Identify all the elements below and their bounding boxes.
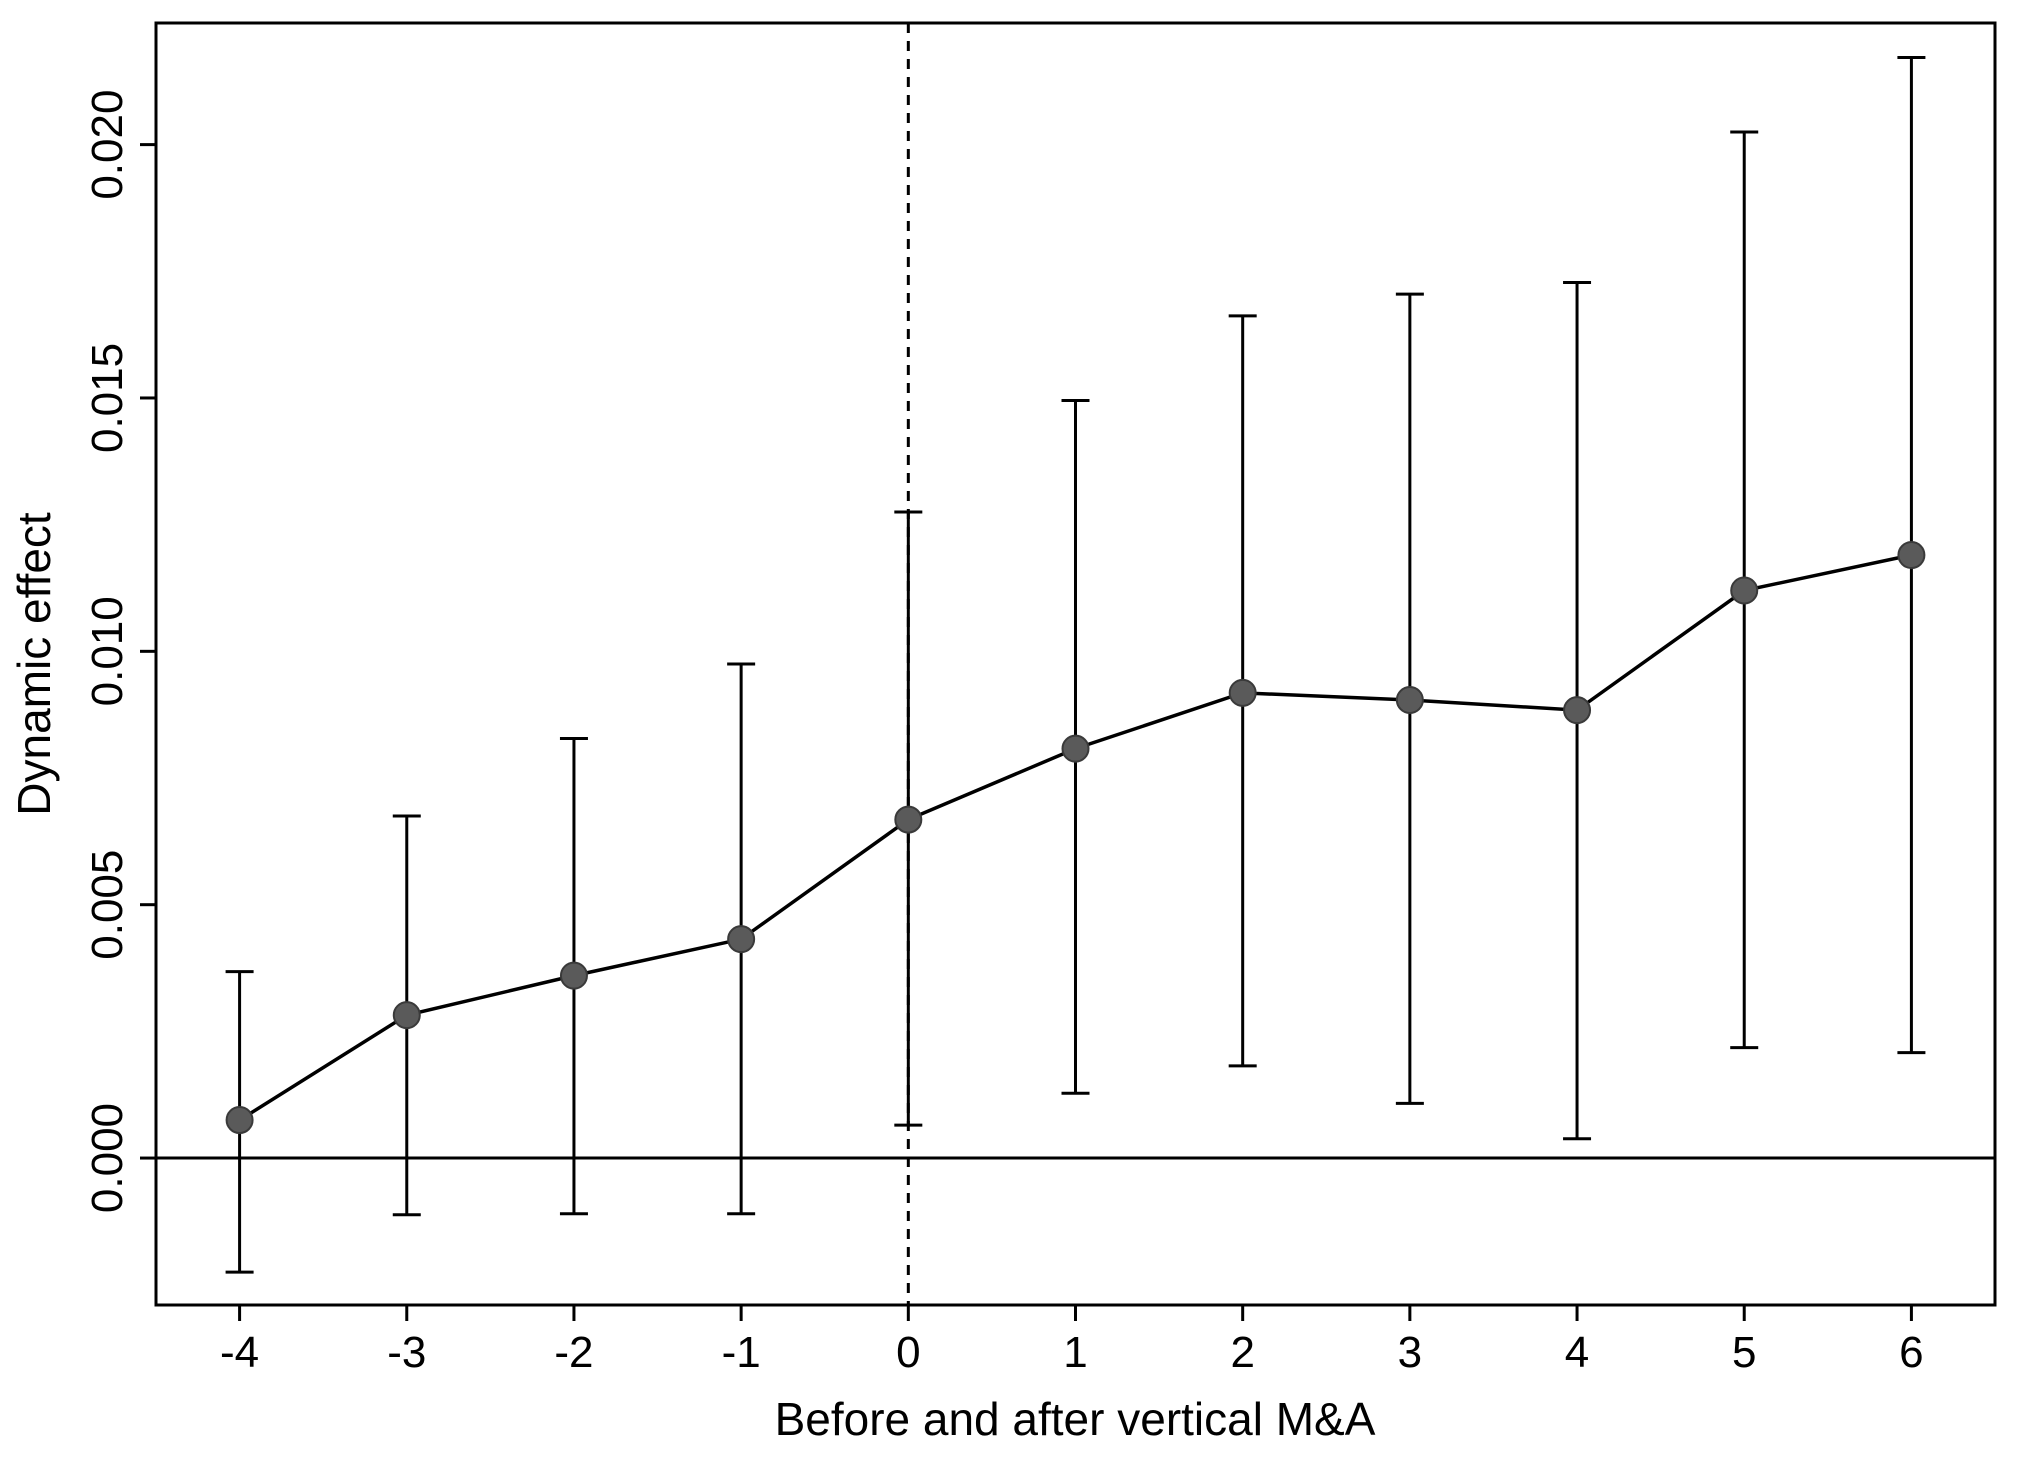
data-point: [1061, 734, 1090, 763]
x-tick-label: 5: [1732, 1328, 1756, 1377]
data-points: [225, 541, 1926, 1135]
x-tick-label: 1: [1063, 1328, 1087, 1377]
y-tick-label: 0.015: [83, 343, 132, 453]
x-tick-label: 2: [1230, 1328, 1254, 1377]
data-point: [559, 961, 588, 990]
x-tick-label: 6: [1899, 1328, 1923, 1377]
data-point: [392, 1001, 421, 1030]
data-point: [727, 925, 756, 954]
x-tick-label: 0: [896, 1328, 920, 1377]
error-bars: [225, 55, 1926, 1274]
x-tick-label: -3: [387, 1328, 426, 1377]
x-tick-label: -1: [722, 1328, 761, 1377]
y-axis-label: Dynamic effect: [8, 512, 60, 816]
data-point: [1228, 678, 1257, 707]
y-tick-label: 0.005: [83, 850, 132, 960]
x-tick-label: -2: [554, 1328, 593, 1377]
data-point: [1395, 685, 1424, 714]
x-tick-label: 3: [1398, 1328, 1422, 1377]
x-axis: -4 -3 -2 -1 0 1 2 3 4 5 6: [220, 1305, 1924, 1377]
data-point: [225, 1106, 254, 1135]
y-axis: 0.000 0.005 0.010 0.015 0.020: [83, 90, 156, 1213]
x-axis-label: Before and after vertical M&A: [775, 1393, 1376, 1445]
x-tick-label: 4: [1565, 1328, 1589, 1377]
data-point: [894, 805, 923, 834]
data-point: [1730, 576, 1759, 605]
data-point: [1563, 696, 1592, 725]
y-tick-label: 0.000: [83, 1103, 132, 1213]
data-point: [1897, 541, 1926, 570]
x-tick-label: -4: [220, 1328, 259, 1377]
y-tick-label: 0.010: [83, 596, 132, 706]
y-tick-label: 0.020: [83, 90, 132, 200]
